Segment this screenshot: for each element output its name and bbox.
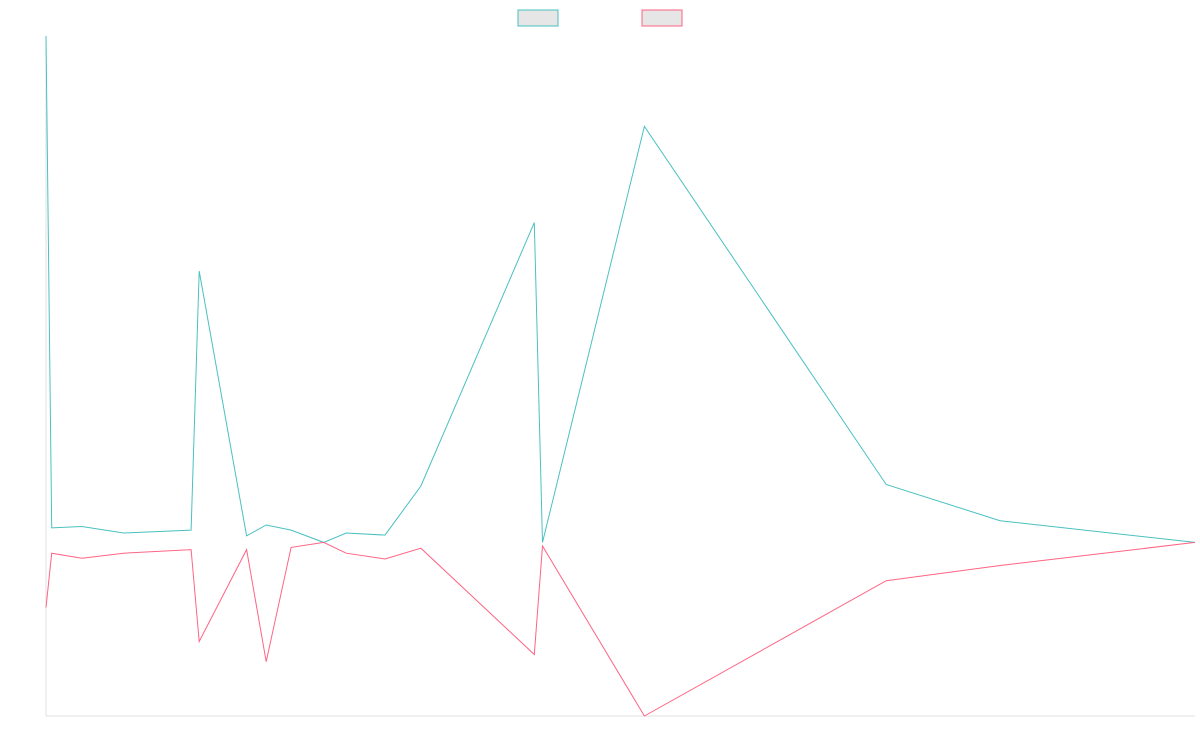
series-group [45,35,1196,717]
series-line-2 [45,541,1196,717]
legend-swatch [517,9,559,27]
series-line-1 [45,35,1196,543]
legend-item [517,9,559,27]
axes [45,36,1195,717]
legend-item [641,9,683,27]
legend [517,9,683,27]
legend-swatch [641,9,683,27]
